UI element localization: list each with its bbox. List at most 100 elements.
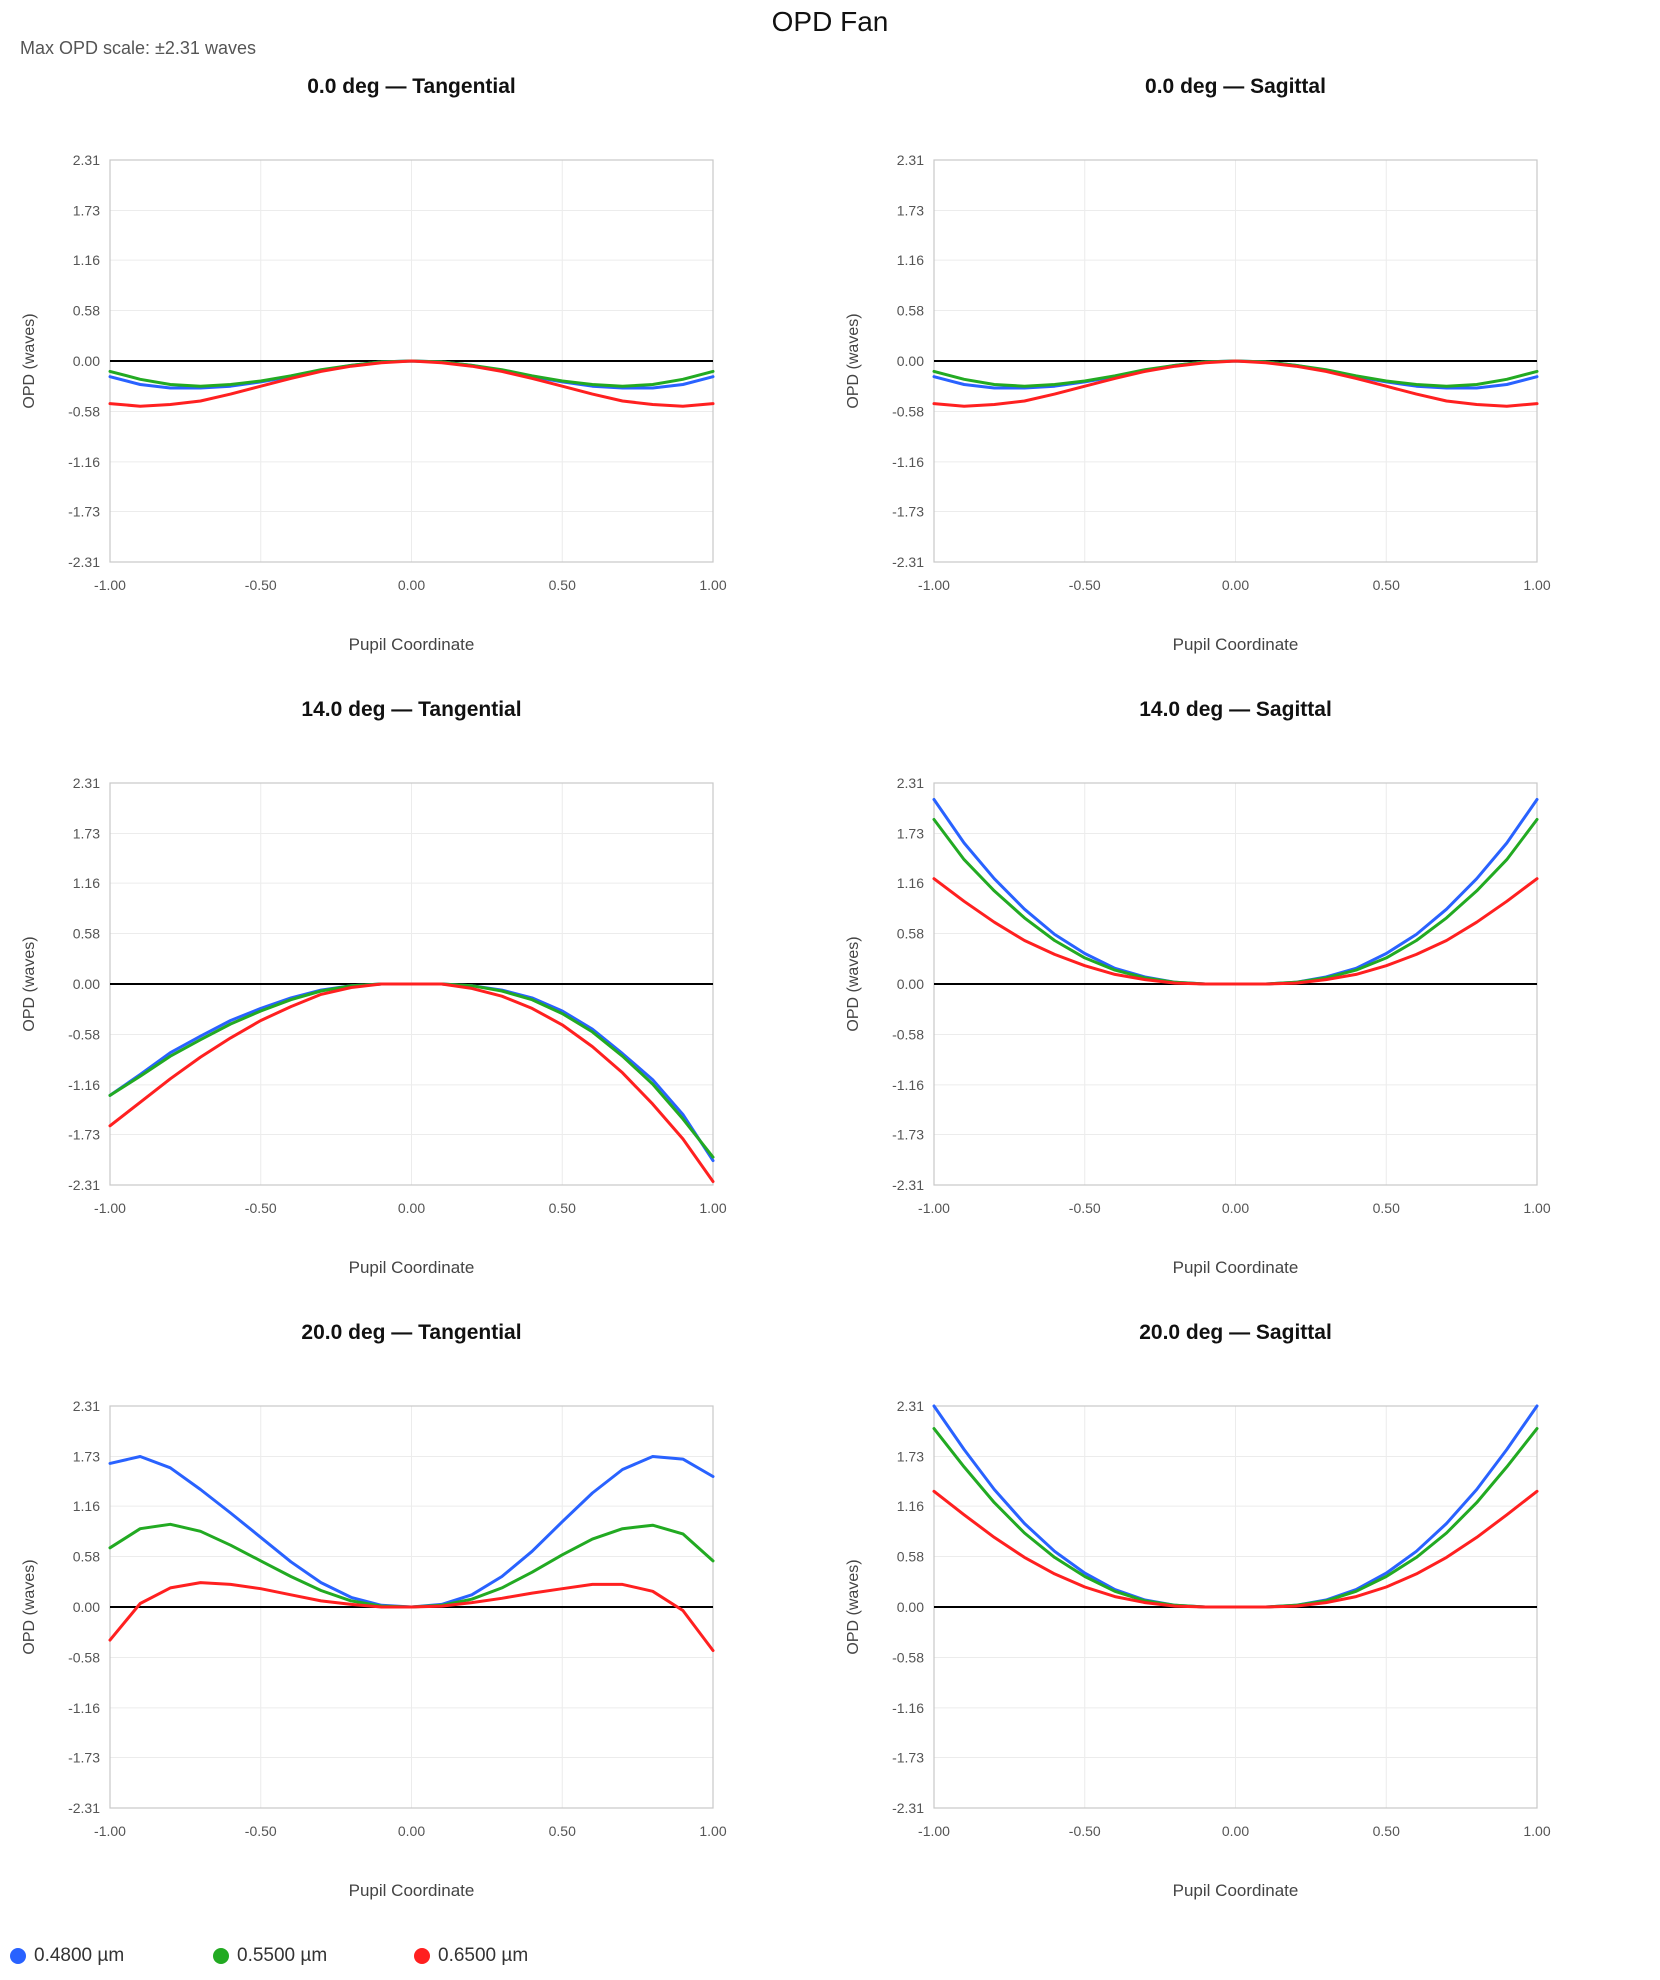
x-tick-label: 0.50 (1373, 577, 1400, 593)
panel-title: 20.0 deg — Sagittal (1139, 1321, 1332, 1344)
y-tick-label: 1.16 (897, 875, 924, 891)
legend-blue-dot-icon (10, 1948, 26, 1964)
x-tick-label: -1.00 (94, 1200, 126, 1216)
y-tick-label: -0.58 (68, 1649, 100, 1665)
x-axis-label: Pupil Coordinate (349, 1881, 475, 1900)
y-tick-label: -2.31 (892, 554, 924, 570)
x-tick-label: 1.00 (699, 1200, 726, 1216)
y-tick-label: 0.58 (897, 1549, 924, 1565)
y-tick-label: 0.00 (897, 976, 924, 992)
x-tick-label: 1.00 (699, 1823, 726, 1839)
x-tick-label: 1.00 (1523, 1200, 1550, 1216)
x-tick-label: -1.00 (918, 1200, 950, 1216)
y-tick-label: 1.16 (73, 252, 100, 268)
y-tick-label: -2.31 (68, 1177, 100, 1193)
series-line-3 (932, 1489, 1539, 1609)
y-tick-label: 1.73 (73, 202, 100, 218)
x-tick-label: 0.00 (398, 577, 425, 593)
y-tick-label: -2.31 (68, 1800, 100, 1816)
y-tick-label: 1.16 (73, 1498, 100, 1514)
y-tick-label: -2.31 (68, 554, 100, 570)
series-line-3 (108, 359, 715, 408)
y-axis-label: OPD (waves) (21, 313, 38, 408)
y-axis-label: OPD (waves) (845, 313, 862, 408)
y-tick-label: -1.16 (68, 454, 100, 470)
y-tick-label: -1.16 (892, 1077, 924, 1093)
y-tick-label: 2.31 (897, 152, 924, 168)
y-tick-label: -1.16 (892, 454, 924, 470)
y-tick-label: 1.73 (73, 1448, 100, 1464)
x-tick-label: 0.50 (1373, 1200, 1400, 1216)
opd-fan-charts: 0.0 deg — Tangential 2.31 1.73 1.16 0.58 0.00… (21, 75, 1551, 1900)
legend-item-green: 0.5500 µm (213, 1945, 327, 1967)
y-tick-label: 2.31 (897, 775, 924, 791)
y-tick-label: 1.73 (73, 825, 100, 841)
y-tick-label: -1.16 (68, 1700, 100, 1716)
series-line-3 (932, 359, 1539, 408)
x-tick-label: -0.50 (1069, 1200, 1101, 1216)
y-tick-label: -2.31 (892, 1177, 924, 1193)
y-tick-label: -1.73 (892, 1750, 924, 1766)
x-tick-label: -1.00 (918, 1823, 950, 1839)
x-tick-label: -0.50 (1069, 1823, 1101, 1839)
series-line-3 (932, 877, 1539, 986)
y-axis-label: OPD (waves) (21, 1559, 38, 1654)
x-tick-label: 0.50 (549, 1200, 576, 1216)
y-tick-label: 2.31 (897, 1398, 924, 1414)
scale-note: Max OPD scale: ±2.31 waves (20, 38, 256, 58)
y-tick-label: 0.00 (897, 1599, 924, 1615)
y-tick-label: -0.58 (892, 1026, 924, 1042)
y-tick-label: 0.58 (897, 303, 924, 319)
y-tick-label: -1.73 (892, 1127, 924, 1143)
legend-green-dot-icon (213, 1948, 229, 1964)
y-tick-label: 2.31 (73, 1398, 100, 1414)
x-tick-label: 0.00 (398, 1823, 425, 1839)
x-tick-label: 0.50 (549, 577, 576, 593)
x-axis-label: Pupil Coordinate (349, 635, 475, 654)
x-axis-label: Pupil Coordinate (1173, 1881, 1299, 1900)
x-axis-label: Pupil Coordinate (1173, 1258, 1299, 1277)
y-tick-label: -0.58 (892, 403, 924, 419)
y-tick-label: 1.16 (897, 252, 924, 268)
y-tick-label: -1.73 (68, 504, 100, 520)
y-tick-label: 0.00 (73, 976, 100, 992)
legend-item-red: 0.6500 µm (414, 1945, 528, 1967)
y-tick-label: 0.00 (897, 353, 924, 369)
y-tick-label: 0.58 (73, 303, 100, 319)
panel-title: 0.0 deg — Tangential (307, 75, 515, 98)
panel-title: 14.0 deg — Tangential (301, 698, 521, 721)
x-tick-label: -1.00 (94, 577, 126, 593)
legend-red-dot-icon (414, 1948, 430, 1964)
x-tick-label: 0.50 (1373, 1823, 1400, 1839)
legend-label: 0.6500 µm (438, 1945, 529, 1966)
y-tick-label: -1.16 (68, 1077, 100, 1093)
x-tick-label: 0.00 (1222, 1823, 1249, 1839)
series-line-3 (108, 982, 715, 1183)
y-tick-label: -0.58 (68, 1026, 100, 1042)
panel-title: 14.0 deg — Sagittal (1139, 698, 1332, 721)
panel-title: 0.0 deg — Sagittal (1145, 75, 1326, 98)
y-tick-label: -1.73 (68, 1127, 100, 1143)
x-tick-label: -0.50 (1069, 577, 1101, 593)
x-tick-label: -0.50 (245, 1200, 277, 1216)
x-tick-label: -0.50 (245, 1823, 277, 1839)
y-tick-label: 0.58 (897, 926, 924, 942)
y-tick-label: -1.73 (68, 1750, 100, 1766)
page-title: OPD Fan (771, 6, 889, 37)
x-tick-label: 1.00 (1523, 1823, 1550, 1839)
x-tick-label: 0.00 (1222, 577, 1249, 593)
y-tick-label: 0.00 (73, 353, 100, 369)
y-axis-label: OPD (waves) (21, 936, 38, 1031)
y-axis-label: OPD (waves) (845, 936, 862, 1031)
legend-label: 0.4800 µm (34, 1945, 125, 1966)
y-tick-label: -0.58 (68, 403, 100, 419)
y-tick-label: -1.73 (892, 504, 924, 520)
y-tick-label: -1.16 (892, 1700, 924, 1716)
x-tick-label: 1.00 (1523, 577, 1550, 593)
legend-label: 0.5500 µm (237, 1945, 328, 1966)
series-line-3 (108, 1581, 715, 1652)
y-tick-label: -2.31 (892, 1800, 924, 1816)
y-tick-label: 0.58 (73, 926, 100, 942)
y-tick-label: 1.73 (897, 202, 924, 218)
x-tick-label: -1.00 (918, 577, 950, 593)
